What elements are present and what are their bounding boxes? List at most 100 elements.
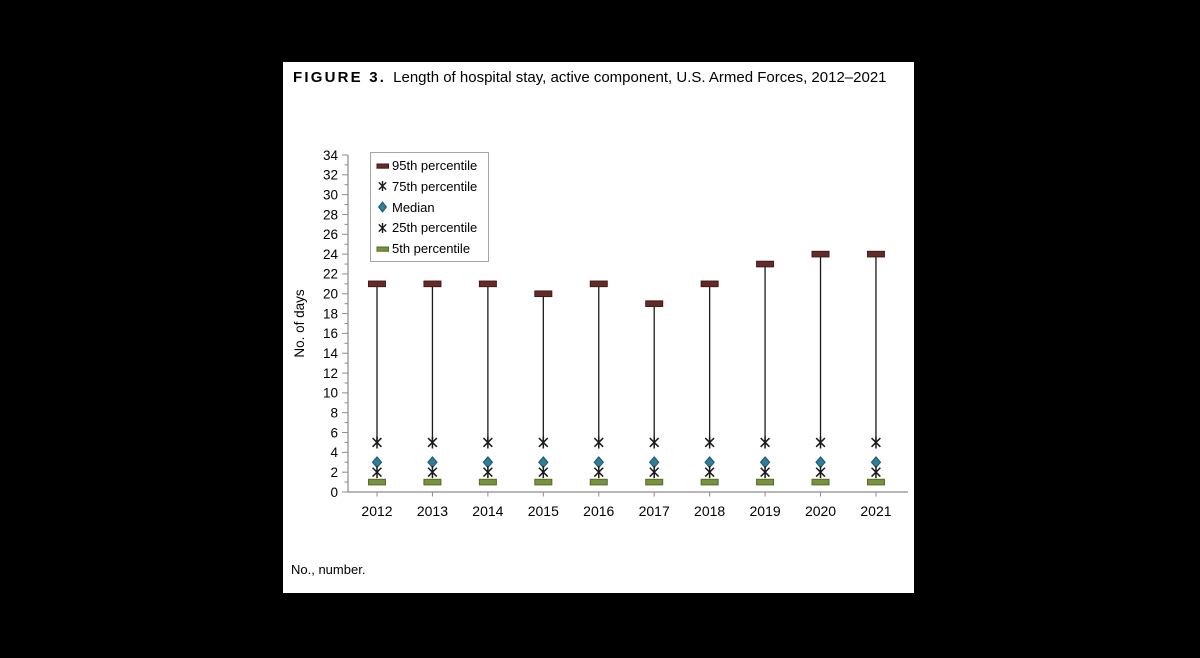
data-point-dash [700,478,719,486]
data-point-diamond [870,456,882,469]
legend-item: 95th percentile [376,159,484,172]
y-axis-tick-label: 28 [323,207,338,222]
legend-item: 75th percentile [376,180,484,193]
legend-marker-dash-icon [376,243,390,255]
x-axis-tick-label: 2020 [805,503,836,519]
legend-item-label: 75th percentile [392,178,478,194]
y-axis-title: No. of days [292,289,307,358]
y-axis-tick-label: 18 [323,306,338,321]
data-point-dash [534,290,553,298]
y-axis-tick-label: 2 [330,465,338,480]
data-point-diamond [704,456,715,469]
data-point-diamond [427,456,438,469]
data-point-dash [645,478,664,486]
data-point-dash [811,478,830,486]
data-point-asterisk [593,466,604,479]
data-point-diamond [538,456,549,469]
data-point-dash [589,280,608,288]
figure-title: FIGURE 3. Length of hospital stay, active… [293,69,887,86]
data-point-asterisk [871,436,881,449]
x-axis-tick-label: 2014 [472,503,503,519]
data-point-asterisk [704,436,715,449]
data-point-dash [866,478,885,486]
data-point-asterisk [649,466,660,479]
y-axis-tick-label: 14 [323,346,339,361]
data-point-dash [368,280,386,288]
y-axis-tick-label: 12 [323,366,338,381]
y-axis-tick-label: 24 [323,247,339,262]
legend-item-label: 95th percentile [392,158,478,173]
data-point-asterisk [815,436,826,449]
data-point-asterisk [649,436,660,449]
y-axis-tick-label: 16 [323,326,338,341]
y-axis-tick-label: 26 [323,227,338,242]
data-point-diamond [648,456,660,469]
data-point-asterisk [538,466,549,479]
data-point-diamond [759,456,771,469]
data-point-dash [368,478,386,486]
data-point-asterisk [760,466,771,479]
y-axis-tick-label: 34 [323,148,339,163]
x-axis-tick-label: 2021 [860,503,891,519]
data-point-asterisk [372,436,382,449]
y-axis-tick-label: 32 [323,168,338,183]
legend-item-label: 25th percentile [392,220,478,236]
chart-legend: 95th percentile 75th percentile Median 25th… [370,152,489,262]
data-point-asterisk [704,466,715,479]
y-axis-tick-label: 22 [323,267,338,282]
data-point-asterisk [871,466,881,479]
data-point-diamond [593,456,605,469]
data-point-asterisk [815,466,826,479]
figure-footnote: No., number. [291,562,366,577]
data-point-dash [423,280,442,288]
data-point-dash [534,478,553,486]
y-axis-tick-label: 0 [330,485,338,500]
y-axis-tick-label: 8 [330,406,338,421]
legend-marker-dash-icon [376,160,390,172]
legend-marker-asterisk-icon [376,180,390,192]
data-point-asterisk [760,436,771,449]
data-point-dash [866,250,885,258]
y-axis-tick-label: 4 [330,445,338,460]
data-point-dash [811,250,830,258]
legend-item-label: 5th percentile [392,241,471,256]
data-point-diamond [815,456,826,469]
legend-marker-asterisk-icon [376,222,390,234]
data-point-dash [478,478,497,486]
data-point-dash [756,260,775,268]
x-axis-tick-label: 2016 [583,503,614,519]
legend-marker-diamond-icon [376,201,390,213]
data-point-dash [700,280,719,288]
y-axis-tick-label: 30 [323,187,338,202]
legend-item-label: Median [392,199,435,215]
figure-panel: FIGURE 3. Length of hospital stay, active… [283,62,914,593]
legend-item: 5th percentile [376,242,484,255]
data-point-asterisk [538,436,549,449]
x-axis-tick-label: 2015 [528,503,559,519]
y-axis-tick-label: 6 [330,425,338,440]
x-axis-tick-label: 2019 [750,503,781,519]
x-axis-tick-label: 2013 [417,503,448,519]
figure-title-text: Length of hospital stay, active componen… [393,69,887,86]
data-point-diamond [482,456,494,469]
y-axis-tick-label: 20 [323,287,338,302]
data-point-asterisk [482,436,493,449]
x-axis-tick-label: 2017 [639,503,670,519]
x-axis-tick-label: 2012 [361,503,392,519]
legend-item: Median [376,201,484,214]
y-axis-tick-label: 10 [323,386,338,401]
data-point-diamond [371,456,383,469]
data-point-asterisk [482,466,493,479]
data-point-dash [756,478,775,486]
figure-number-label: FIGURE 3. [293,69,387,86]
data-point-asterisk [427,466,438,479]
data-point-dash [645,300,664,307]
data-point-asterisk [372,466,382,479]
data-point-asterisk [593,436,604,449]
x-axis-tick-label: 2018 [694,503,725,519]
data-point-dash [423,478,442,486]
data-point-dash [478,280,497,288]
data-point-dash [589,478,608,486]
